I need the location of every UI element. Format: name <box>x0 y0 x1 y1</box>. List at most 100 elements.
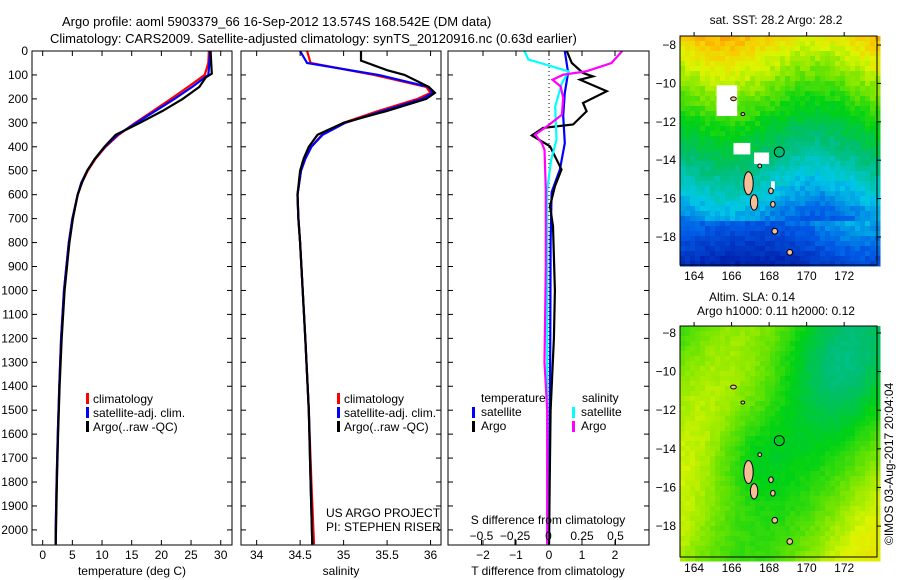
map-cell <box>815 126 821 132</box>
map-cell <box>875 381 881 387</box>
map-cell <box>705 376 711 382</box>
map-cell <box>790 166 796 172</box>
map-cell <box>830 336 836 342</box>
map-cell <box>700 531 706 537</box>
map-cell <box>705 146 711 152</box>
map-cell <box>725 81 731 87</box>
map-cell <box>870 106 876 112</box>
map-cell <box>690 51 696 57</box>
map-cell <box>790 536 796 542</box>
map-cell <box>720 471 726 477</box>
map-cell <box>720 536 726 542</box>
map-cell <box>760 391 766 397</box>
map-cell <box>730 441 736 447</box>
map-cell <box>755 46 761 52</box>
map-cell <box>870 441 876 447</box>
map-cell <box>695 61 701 67</box>
map-cell <box>765 416 771 422</box>
map-cell <box>765 231 771 237</box>
map-cell <box>795 341 801 347</box>
map-cell <box>850 226 856 232</box>
map-cell <box>760 226 766 232</box>
map-cell <box>785 131 791 137</box>
map-cell <box>770 396 776 402</box>
map-cell <box>690 401 696 407</box>
map-cell <box>740 341 746 347</box>
map-cell <box>810 436 816 442</box>
map-cell <box>730 426 736 432</box>
map-cell <box>735 386 741 392</box>
map-cell <box>840 106 846 112</box>
map-cell <box>780 211 786 217</box>
map-cell <box>860 76 866 82</box>
legend-swatch-argo <box>337 421 340 432</box>
map-cell <box>760 166 766 172</box>
map-cell <box>775 436 781 442</box>
map-cell <box>825 186 831 192</box>
map-cell <box>805 341 811 347</box>
map-cell <box>770 51 776 57</box>
map-cell <box>765 511 771 517</box>
map-cell <box>745 441 751 447</box>
map-cell <box>710 51 716 57</box>
map-cell <box>800 496 806 502</box>
map-cell <box>735 486 741 492</box>
map-cell <box>715 461 721 467</box>
map-cell <box>835 426 841 432</box>
map-cell <box>830 236 836 242</box>
map-cell <box>830 66 836 72</box>
map-cell <box>830 46 836 52</box>
map-cell <box>845 341 851 347</box>
map-cell <box>780 126 786 132</box>
lat-tick-label: −8 <box>662 326 676 340</box>
map-cell <box>720 221 726 227</box>
map-cell <box>750 516 756 522</box>
map-cell <box>680 221 686 227</box>
map-cell <box>755 551 761 557</box>
map-cell <box>845 546 851 552</box>
map-cell <box>685 56 691 62</box>
map-cell <box>685 476 691 482</box>
map-cell <box>870 46 876 52</box>
map-cell <box>680 136 686 142</box>
map-cell <box>680 196 686 202</box>
map-cell <box>860 351 866 357</box>
map-cell <box>705 161 711 167</box>
map-cell <box>700 136 706 142</box>
map-cell <box>795 491 801 497</box>
map-cell <box>735 66 741 72</box>
map-cell <box>875 471 881 477</box>
map-cell <box>800 191 806 197</box>
map-cell <box>845 436 851 442</box>
map-cell <box>820 351 826 357</box>
map-cell <box>825 91 831 97</box>
map-cell <box>755 501 761 507</box>
map-cell <box>820 381 826 387</box>
y-tick-label: 1200 <box>1 331 28 345</box>
map-cell <box>765 471 771 477</box>
map-cell <box>810 106 816 112</box>
map-cell <box>700 196 706 202</box>
map-cell <box>825 471 831 477</box>
map-cell <box>725 206 731 212</box>
map-cell <box>695 506 701 512</box>
map-cell <box>795 181 801 187</box>
map-cell <box>795 41 801 47</box>
map-cell <box>710 71 716 77</box>
map-cell <box>795 101 801 107</box>
map-cell <box>715 426 721 432</box>
map-cell <box>685 141 691 147</box>
map-cell <box>710 541 716 547</box>
map-cell <box>865 171 871 177</box>
map-cell <box>845 46 851 52</box>
map-cell <box>750 521 756 527</box>
map-cell <box>815 161 821 167</box>
map-cell <box>705 361 711 367</box>
map-cell <box>775 41 781 47</box>
map-cell <box>705 516 711 522</box>
map-cell <box>770 66 776 72</box>
map-cell <box>720 541 726 547</box>
map-cell <box>785 486 791 492</box>
map-cell <box>850 66 856 72</box>
map-cell <box>820 216 826 222</box>
